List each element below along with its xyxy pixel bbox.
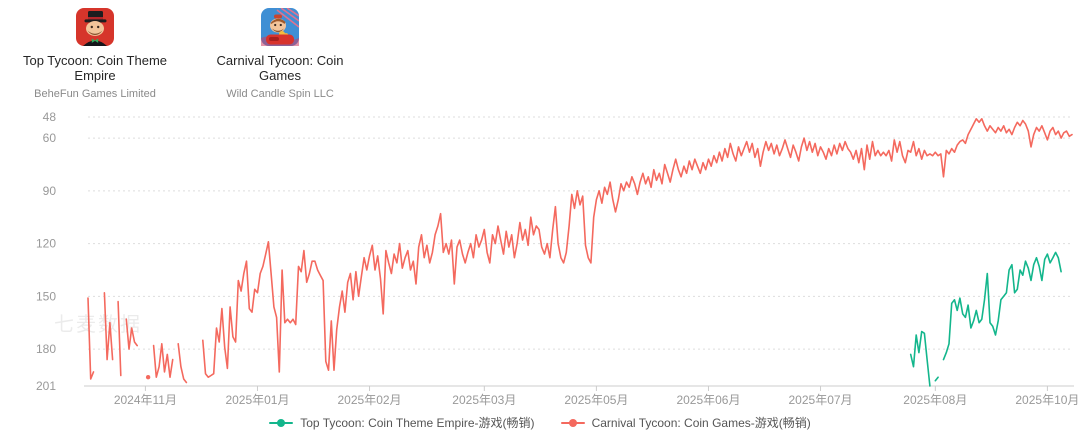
y-axis-label: 60	[43, 131, 57, 145]
watermark: 七麦数据	[54, 313, 142, 336]
carnival-tycoon-app-icon	[261, 8, 299, 46]
series-line-0	[934, 376, 939, 382]
app-publisher: Wild Candle Spin LLC	[226, 88, 334, 100]
x-axis-label: 2025年03月	[452, 393, 516, 407]
y-axis-label: 180	[36, 342, 56, 356]
series-point-1	[145, 375, 151, 380]
legend-line-dot-icon	[269, 418, 294, 428]
series-line-1	[177, 342, 188, 384]
legend-item-top-tycoon[interactable]: Top Tycoon: Coin Theme Empire-游戏(畅销)	[269, 414, 535, 431]
y-axis-label: 150	[36, 289, 56, 303]
app-card-carnival-tycoon[interactable]: Carnival Tycoon: Coin Games Wild Candle …	[196, 8, 364, 101]
series-line-0	[942, 251, 1062, 361]
app-publisher: BeheFun Games Limited	[34, 88, 156, 100]
y-axis-label: 120	[36, 237, 56, 251]
x-axis-label: 2025年02月	[338, 393, 402, 407]
legend-label: Carnival Tycoon: Coin Games-游戏(畅销)	[591, 416, 811, 430]
x-axis-label: 2025年10月	[1015, 393, 1079, 407]
x-axis-label: 2025年06月	[676, 393, 740, 407]
app-name: Carnival Tycoon: Coin Games	[216, 53, 344, 83]
x-axis-label: 2024年11月	[114, 393, 177, 407]
chart-legend: Top Tycoon: Coin Theme Empire-游戏(畅销) Car…	[0, 414, 1080, 431]
top-tycoon-app-icon	[76, 8, 114, 46]
series-line-1	[152, 342, 174, 379]
series-line-1	[103, 291, 114, 361]
x-axis-label: 2025年08月	[903, 393, 967, 407]
legend-item-carnival-tycoon[interactable]: Carnival Tycoon: Coin Games-游戏(畅销)	[560, 414, 811, 431]
app-card-top-tycoon[interactable]: Top Tycoon: Coin Theme Empire BeheFun Ga…	[4, 8, 186, 101]
y-axis-label: 48	[43, 110, 57, 124]
app-name: Top Tycoon: Coin Theme Empire	[22, 53, 168, 83]
series-line-1	[125, 318, 138, 350]
y-axis-label: 201	[36, 379, 56, 393]
app-header: Top Tycoon: Coin Theme Empire BeheFun Ga…	[0, 8, 364, 101]
y-axis-label: 90	[43, 184, 57, 198]
legend-line-dot-icon	[560, 418, 585, 428]
series-line-0	[909, 330, 931, 387]
x-axis-label: 2025年05月	[564, 393, 628, 407]
x-axis-label: 2025年07月	[789, 393, 853, 407]
x-axis-label: 2025年01月	[225, 393, 289, 407]
legend-label: Top Tycoon: Coin Theme Empire-游戏(畅销)	[300, 416, 535, 430]
series-line-1	[87, 297, 95, 380]
series-line-1	[202, 118, 1073, 379]
series-line-1	[117, 300, 122, 377]
